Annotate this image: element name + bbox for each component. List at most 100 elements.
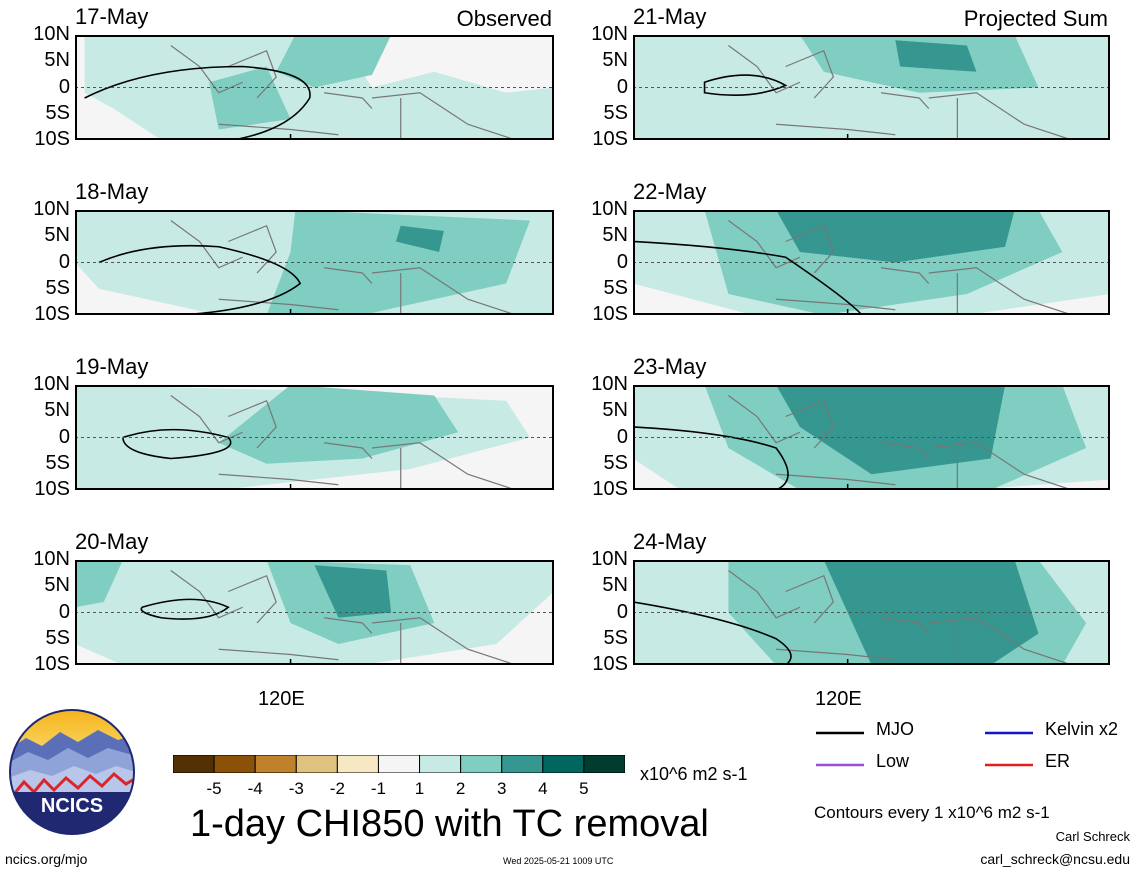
mjo-contour bbox=[705, 75, 786, 95]
legend-kelvin-label: Kelvin x2 bbox=[1045, 719, 1119, 739]
lat-tick-label: 10N bbox=[33, 23, 70, 45]
lat-tick-label: 0 bbox=[616, 600, 628, 623]
shading-area bbox=[276, 35, 392, 88]
panel-frame bbox=[75, 210, 554, 315]
lat-tick-label: 5N bbox=[602, 399, 628, 422]
lat-tick-label: 5S bbox=[603, 276, 628, 299]
legend-mjo-swatch bbox=[816, 731, 864, 735]
coastline bbox=[929, 443, 1072, 490]
author-email: carl_schreck@ncsu.edu bbox=[980, 851, 1130, 867]
coastline bbox=[228, 226, 276, 273]
map-panel bbox=[75, 210, 554, 315]
coastline bbox=[881, 268, 929, 284]
ncics-logo: NCICS bbox=[8, 708, 136, 836]
panel-date: 24-May bbox=[633, 529, 707, 554]
panel-date: 23-May bbox=[633, 354, 707, 379]
map-panel bbox=[633, 210, 1110, 315]
map-panel bbox=[633, 35, 1110, 140]
lat-tick-label: 0 bbox=[58, 75, 70, 98]
panel-date: 18-May bbox=[75, 179, 149, 204]
coastline bbox=[881, 618, 929, 634]
colorbar-label: 1 bbox=[414, 779, 425, 798]
timestamp: Wed 2025-05-21 1009 UTC bbox=[503, 856, 614, 866]
lat-tick-label: 10S bbox=[34, 128, 70, 150]
coastline bbox=[171, 571, 243, 618]
coastline bbox=[728, 571, 800, 618]
lat-tick-label: 10N bbox=[33, 548, 70, 570]
author-name: Carl Schreck bbox=[1055, 829, 1130, 844]
lat-tick-label: 5N bbox=[44, 224, 70, 247]
lat-tick-label: 5S bbox=[603, 101, 628, 124]
colorbar-segment bbox=[377, 755, 421, 773]
colorbar-label: -2 bbox=[329, 779, 345, 798]
projected-label: Projected Sum bbox=[963, 6, 1108, 31]
panel-frame bbox=[75, 385, 554, 490]
coastline bbox=[786, 401, 834, 448]
shading-area bbox=[395, 225, 444, 252]
lat-tick-label: 5N bbox=[44, 399, 70, 422]
legend-mjo-label: MJO bbox=[876, 719, 914, 739]
lat-tick-label: 0 bbox=[616, 250, 628, 273]
coastline bbox=[324, 93, 372, 109]
colorbar-segment bbox=[501, 755, 544, 773]
colorbar-label: 3 bbox=[496, 779, 507, 798]
colorbar-label: 5 bbox=[579, 779, 589, 798]
mjo-contour bbox=[85, 67, 310, 141]
lat-tick-label: 10S bbox=[592, 653, 628, 675]
coastline bbox=[728, 396, 800, 443]
coastline bbox=[929, 93, 1072, 140]
legend-low-label: Low bbox=[876, 751, 910, 771]
colorbar-label: -1 bbox=[370, 779, 387, 798]
coastline bbox=[324, 268, 372, 284]
colorbar-segment bbox=[336, 755, 379, 773]
coastline bbox=[171, 396, 243, 443]
coastline bbox=[219, 474, 339, 485]
map-panel bbox=[633, 385, 1110, 490]
coastline bbox=[786, 51, 834, 98]
panel-date: 22-May bbox=[633, 179, 707, 204]
panel-date: 21-May bbox=[633, 4, 707, 29]
map-panel bbox=[633, 560, 1110, 665]
colorbar-segment bbox=[542, 755, 585, 773]
legend-er-label: ER bbox=[1045, 751, 1071, 771]
shading-area bbox=[776, 210, 1015, 263]
colorbar-segment bbox=[583, 755, 625, 773]
coastline bbox=[786, 576, 834, 623]
coastline bbox=[372, 618, 516, 665]
mjo-contour bbox=[633, 242, 862, 316]
colorbar-segment bbox=[295, 755, 338, 773]
mjo-contour bbox=[141, 599, 228, 619]
coastline bbox=[171, 221, 243, 268]
legend-kelvin-swatch bbox=[985, 731, 1033, 735]
shading-area bbox=[823, 560, 1039, 665]
coastline bbox=[372, 268, 516, 315]
panel-date: 20-May bbox=[75, 529, 149, 554]
shading-area bbox=[209, 66, 291, 130]
coastline bbox=[776, 649, 895, 660]
shading-area bbox=[75, 560, 123, 608]
coastline bbox=[372, 93, 516, 140]
coastline bbox=[929, 618, 1072, 665]
shading-area bbox=[266, 210, 531, 315]
colorbar-label: -3 bbox=[288, 779, 304, 798]
mjo-contour bbox=[633, 427, 788, 490]
lat-tick-label: 10S bbox=[592, 478, 628, 500]
mjo-contour bbox=[123, 430, 231, 459]
coastline bbox=[929, 268, 1072, 315]
panel-frame bbox=[633, 35, 1110, 140]
coastline bbox=[219, 124, 339, 135]
coastline bbox=[776, 474, 895, 485]
shading-area bbox=[84, 35, 554, 140]
lat-tick-label: 0 bbox=[58, 600, 70, 623]
lat-tick-label: 5N bbox=[602, 224, 628, 247]
figure-title: 1-day CHI850 with TC removal bbox=[190, 803, 709, 845]
panel-date: 17-May bbox=[75, 4, 149, 29]
lat-tick-label: 10N bbox=[33, 198, 70, 220]
colorbar-segment bbox=[254, 755, 297, 773]
lat-tick-label: 5S bbox=[45, 626, 70, 649]
colorbar-label: 2 bbox=[455, 779, 466, 798]
lat-tick-label: 10S bbox=[34, 653, 70, 675]
lat-tick-label: 5S bbox=[45, 451, 70, 474]
panel-frame bbox=[633, 385, 1110, 490]
panel-date: 19-May bbox=[75, 354, 149, 379]
